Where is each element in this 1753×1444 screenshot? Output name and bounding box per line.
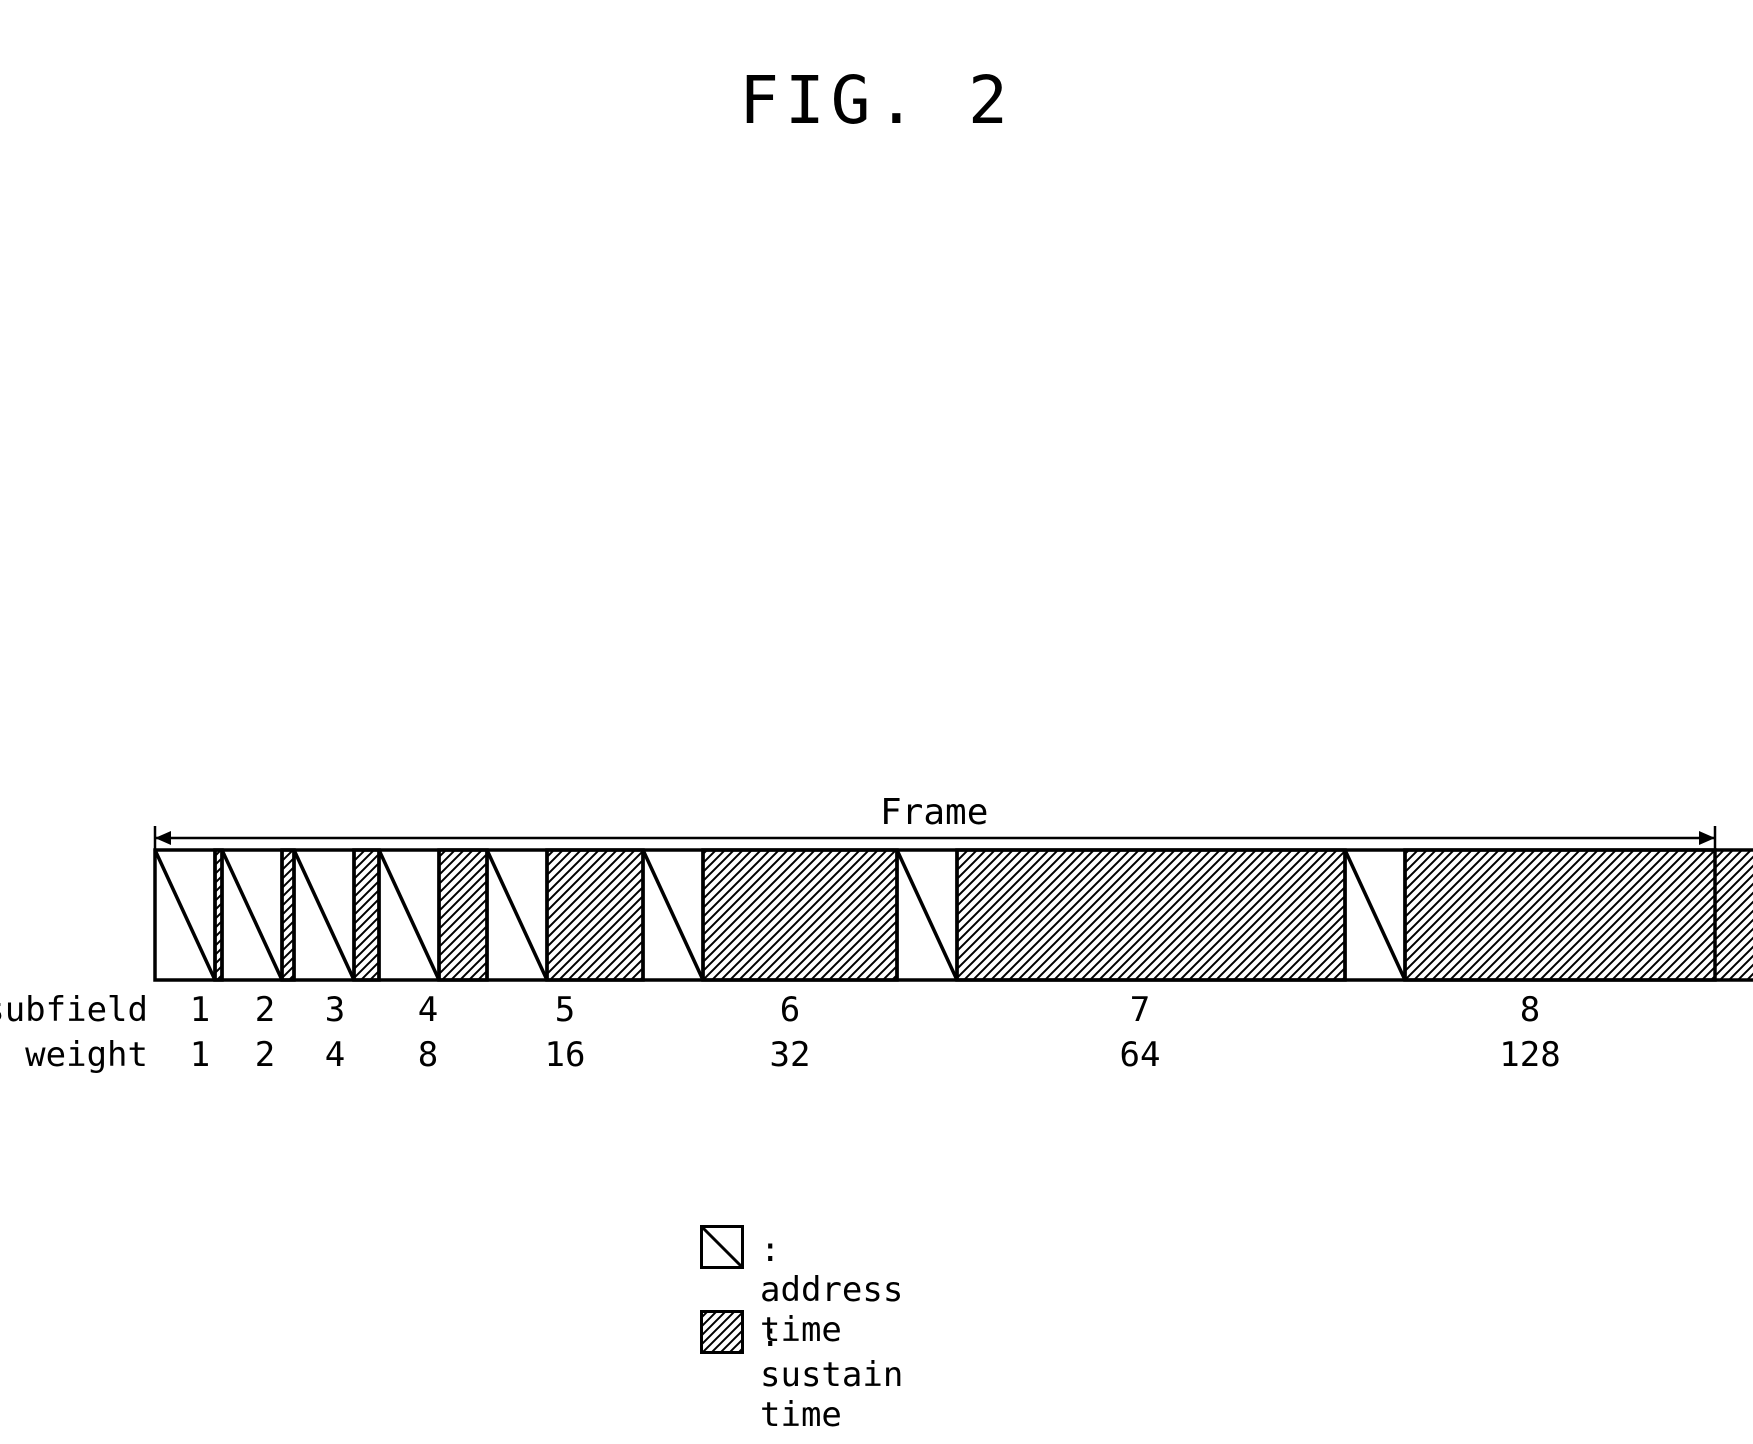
frame-label: Frame xyxy=(880,792,988,833)
subfield-index: 8 xyxy=(1480,990,1580,1030)
row-label-subfield: subfield xyxy=(0,990,148,1030)
subfield-index: 5 xyxy=(515,990,615,1030)
subfield-weight: 32 xyxy=(740,1035,840,1075)
subfield-index: 7 xyxy=(1090,990,1190,1030)
subfield-index: 6 xyxy=(740,990,840,1030)
legend-label-sustain: : sustain time xyxy=(760,1315,903,1435)
row-label-weight: weight xyxy=(0,1035,148,1075)
legend-swatch-sustain xyxy=(700,1310,744,1354)
subfield-index: 3 xyxy=(285,990,385,1030)
subfield-weight: 4 xyxy=(285,1035,385,1075)
subfield-weight: 128 xyxy=(1480,1035,1580,1075)
subfield-index: 4 xyxy=(378,990,478,1030)
subfield-weight: 16 xyxy=(515,1035,615,1075)
subfield-weight: 8 xyxy=(378,1035,478,1075)
legend-swatch-address xyxy=(700,1225,744,1269)
subfield-weight: 64 xyxy=(1090,1035,1190,1075)
timing-diagram xyxy=(0,0,1753,1444)
